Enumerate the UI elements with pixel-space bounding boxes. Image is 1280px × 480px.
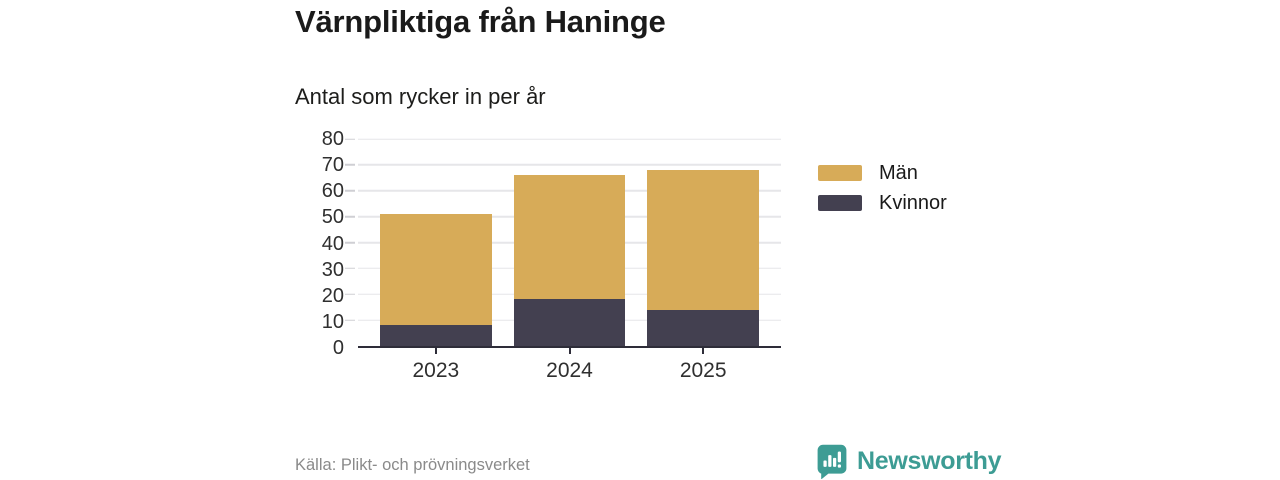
y-tick-label: 70	[321, 154, 344, 177]
bar-chart-speech-bubble-icon	[817, 444, 847, 479]
bar-segment-kvinnor-2025	[647, 309, 760, 346]
bar-segment-män-2023	[380, 214, 492, 326]
x-tick-label: 2023	[412, 359, 460, 382]
y-tick-label: 80	[321, 128, 344, 150]
legend-item-män: Män	[818, 162, 947, 184]
y-tick-label: 10	[321, 310, 344, 333]
x-tick-label: 2024	[546, 359, 593, 382]
legend-swatch	[818, 165, 862, 181]
y-tick	[345, 293, 355, 295]
bar-segment-kvinnor-2023	[380, 325, 492, 346]
y-tick	[345, 190, 355, 192]
brand-logo: Newsworthy	[815, 443, 1002, 479]
y-tick-label: 20	[321, 284, 344, 307]
legend-swatch	[818, 195, 862, 211]
y-axis: 0 10 20 30 40 50 60 70 80	[0, 129, 344, 358]
x-cell: 2024	[514, 348, 626, 383]
y-tick	[345, 215, 355, 218]
y-tick	[345, 267, 355, 270]
x-tick	[568, 348, 571, 354]
legend-label: Män	[879, 161, 918, 184]
y-tick-label: 30	[321, 258, 344, 281]
y-tick-label: 40	[321, 232, 344, 255]
y-tick-label: 60	[321, 180, 344, 203]
bar-segment-kvinnor-2024	[513, 299, 626, 346]
y-tick	[345, 241, 355, 244]
bar-2025	[647, 139, 760, 346]
y-tick-label: 0	[332, 337, 344, 359]
gridline	[358, 164, 781, 166]
bar-2023	[380, 139, 492, 346]
legend-item-kvinnor: Kvinnor	[818, 192, 947, 214]
gridline	[358, 138, 781, 140]
x-cell: 2025	[647, 348, 759, 383]
y-tick-label: 50	[321, 206, 344, 229]
y-tick	[345, 138, 355, 140]
bar-segment-män-2025	[647, 170, 760, 310]
source-note: Källa: Plikt- och prövningsverket	[295, 456, 530, 474]
brand-name: Newsworthy	[857, 446, 1002, 475]
x-tick-label: 2025	[679, 359, 727, 382]
legend: Män Kvinnor	[818, 162, 947, 222]
x-axis: 2023 2024 2025	[358, 348, 781, 383]
chart-subtitle: Antal som rycker in per år	[295, 84, 546, 109]
legend-label: Kvinnor	[879, 191, 947, 214]
chart-title: Värnpliktiga från Haninge	[295, 4, 666, 39]
x-tick	[702, 348, 705, 354]
plot-area	[345, 138, 781, 348]
x-cell: 2023	[380, 348, 492, 383]
y-tick	[345, 319, 355, 321]
y-tick	[345, 164, 355, 166]
bar-2024	[513, 139, 626, 346]
x-tick	[434, 348, 437, 354]
bars-layer	[358, 139, 781, 346]
bar-segment-män-2024	[513, 175, 626, 300]
